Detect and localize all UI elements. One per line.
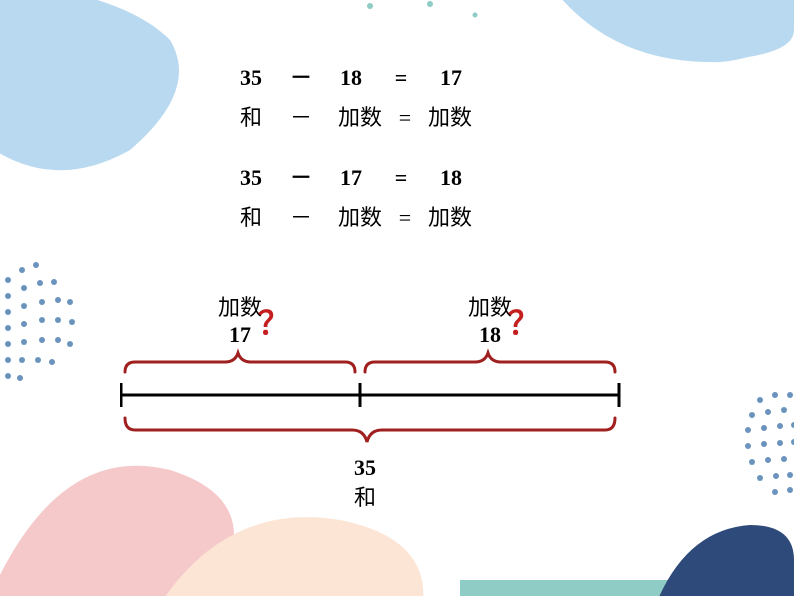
word-row-1: 和 － 加数 = 加数 xyxy=(235,100,595,132)
w1-b: 加数 xyxy=(335,100,385,132)
word-row-2: 和 － 加数 = 加数 xyxy=(235,200,595,232)
w1-c: 加数 xyxy=(425,100,475,132)
equation-2: 35 － 17 = 18 xyxy=(235,160,595,192)
equation-1: 35 － 18 = 17 xyxy=(235,60,595,92)
diagram-svg xyxy=(120,290,680,540)
eq2-b: 17 xyxy=(335,165,367,191)
eq2-c: 18 xyxy=(435,165,467,191)
w2-eq: = xyxy=(389,205,421,231)
eq1-b: 18 xyxy=(335,65,367,91)
w1-eq: = xyxy=(389,105,421,131)
eq1-op: － xyxy=(285,60,317,92)
w2-b: 加数 xyxy=(335,200,385,232)
eq2-a: 35 xyxy=(235,165,267,191)
eq2-op: － xyxy=(285,160,317,192)
w2-op: － xyxy=(285,200,317,232)
eq2-eq: = xyxy=(385,165,417,191)
w2-a: 和 xyxy=(235,200,267,232)
w2-c: 加数 xyxy=(425,200,475,232)
tape-diagram: 加数 加数 ？ ？ 17 18 35 和 xyxy=(120,290,680,540)
equations-block: 35 － 18 = 17 和 － 加数 = 加数 35 － 17 = 18 和 … xyxy=(235,60,595,260)
eq1-c: 17 xyxy=(435,65,467,91)
w1-op: － xyxy=(285,100,317,132)
w1-a: 和 xyxy=(235,100,267,132)
eq1-eq: = xyxy=(385,65,417,91)
eq1-a: 35 xyxy=(235,65,267,91)
